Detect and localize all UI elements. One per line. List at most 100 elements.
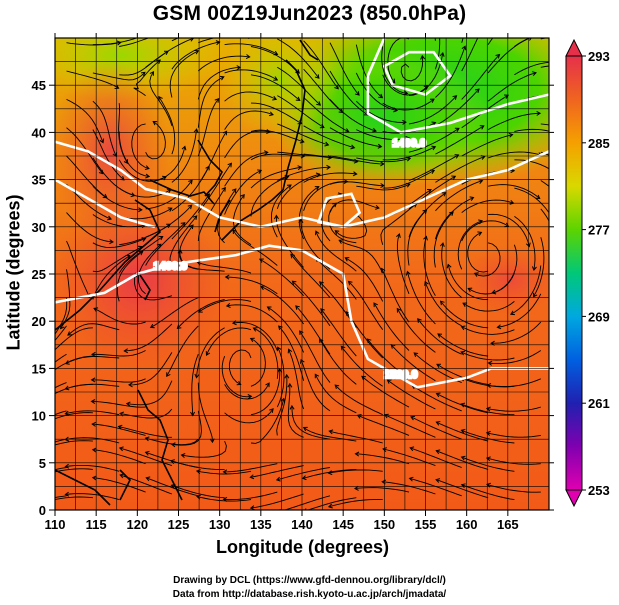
streamline bbox=[434, 197, 474, 240]
streamline-arrow bbox=[64, 436, 70, 442]
streamline bbox=[224, 169, 262, 215]
streamline-arrow bbox=[123, 159, 129, 165]
y-tick-label: 45 bbox=[32, 78, 46, 93]
streamline bbox=[197, 163, 232, 213]
streamline-arrow bbox=[227, 162, 232, 168]
streamline-arrow bbox=[377, 143, 383, 149]
streamline bbox=[487, 72, 537, 102]
x-tick-label: 150 bbox=[373, 517, 395, 532]
streamline bbox=[158, 96, 176, 155]
streamline-arrow bbox=[180, 222, 186, 227]
streamline-arrow bbox=[525, 242, 531, 248]
streamline bbox=[486, 483, 541, 493]
streamline bbox=[423, 236, 436, 296]
streamline bbox=[92, 449, 146, 465]
streamline bbox=[436, 421, 489, 442]
streamline bbox=[380, 203, 417, 245]
streamline-arrow bbox=[356, 414, 362, 419]
streamline-arrow bbox=[152, 120, 158, 126]
streamline bbox=[355, 100, 406, 123]
x-tick-label: 155 bbox=[415, 517, 437, 532]
streamline-arrow bbox=[40, 447, 44, 451]
streamline-arrow bbox=[289, 404, 295, 410]
streamline-arrow bbox=[589, 105, 593, 109]
streamline-arrow bbox=[324, 141, 330, 147]
streamline bbox=[197, 76, 225, 128]
streamline-arrow bbox=[340, 345, 346, 351]
streamline bbox=[328, 469, 383, 474]
streamline-arrow bbox=[491, 289, 497, 295]
streamline bbox=[92, 100, 117, 157]
colorbar-tick-label: 269 bbox=[588, 309, 610, 324]
streamline-arrow bbox=[452, 95, 458, 100]
streamline-arrow bbox=[474, 88, 480, 94]
streamline-arrow bbox=[149, 70, 155, 76]
streamline bbox=[367, 338, 410, 380]
streamline bbox=[206, 327, 252, 356]
streamline-arrow bbox=[383, 413, 389, 419]
streamline bbox=[514, 159, 549, 170]
streamline-arrow bbox=[90, 399, 96, 405]
streamline bbox=[514, 38, 531, 47]
streamline bbox=[329, 155, 384, 165]
streamline bbox=[474, 242, 501, 277]
streamline bbox=[196, 327, 225, 378]
streamline bbox=[457, 220, 483, 270]
streamline bbox=[166, 325, 199, 377]
streamline bbox=[514, 216, 536, 271]
streamline-arrow bbox=[532, 71, 537, 77]
streamline-arrow bbox=[102, 193, 108, 199]
streamline-arrow bbox=[158, 95, 163, 101]
streamline bbox=[461, 38, 464, 43]
streamline bbox=[226, 304, 278, 323]
streamline-arrow bbox=[326, 164, 331, 170]
streamline-arrow bbox=[91, 475, 97, 481]
streamline bbox=[290, 254, 331, 298]
streamline bbox=[355, 453, 410, 465]
streamline-arrow bbox=[263, 150, 269, 156]
streamline-arrow bbox=[318, 338, 324, 344]
streamline-arrow bbox=[258, 258, 264, 263]
streamline-arrow bbox=[231, 320, 237, 326]
streamline bbox=[461, 326, 515, 335]
streamline-arrow bbox=[266, 306, 272, 311]
streamline-arrow bbox=[316, 101, 322, 106]
streamline-arrow bbox=[361, 375, 366, 381]
streamline bbox=[462, 301, 515, 312]
streamline bbox=[396, 233, 410, 294]
streamline-arrow bbox=[328, 429, 334, 435]
streamline bbox=[65, 464, 120, 472]
streamline bbox=[435, 479, 489, 499]
streamline-arrow bbox=[14, 481, 18, 485]
streamline bbox=[198, 299, 252, 313]
streamline-arrow bbox=[485, 430, 491, 436]
streamline-arrow bbox=[118, 446, 124, 452]
streamline bbox=[413, 352, 462, 384]
streamline bbox=[382, 146, 436, 161]
streamline bbox=[145, 121, 166, 160]
streamline-arrow bbox=[273, 76, 279, 81]
streamline-arrow bbox=[380, 161, 385, 167]
streamline bbox=[345, 257, 384, 302]
colorbar-top-arrow bbox=[565, 38, 583, 57]
streamline bbox=[406, 271, 436, 325]
streamline bbox=[250, 166, 302, 189]
streamline bbox=[145, 179, 193, 210]
streamline bbox=[196, 470, 252, 475]
streamline bbox=[146, 477, 199, 497]
y-tick-label: 20 bbox=[32, 314, 46, 329]
streamline bbox=[387, 379, 436, 410]
streamline bbox=[382, 74, 429, 96]
streamline bbox=[169, 50, 199, 98]
streamline-arrow bbox=[123, 348, 129, 354]
streamline-arrow bbox=[405, 136, 411, 141]
streamline bbox=[497, 293, 542, 328]
streamline bbox=[55, 438, 67, 443]
streamline-arrow bbox=[236, 380, 242, 386]
streamline-arrow bbox=[467, 287, 473, 293]
contour-label: 1520.0 bbox=[384, 369, 418, 381]
streamline bbox=[224, 408, 274, 424]
streamline bbox=[396, 308, 436, 353]
streamline-arrow bbox=[166, 372, 171, 378]
streamline-arrow bbox=[439, 242, 445, 247]
